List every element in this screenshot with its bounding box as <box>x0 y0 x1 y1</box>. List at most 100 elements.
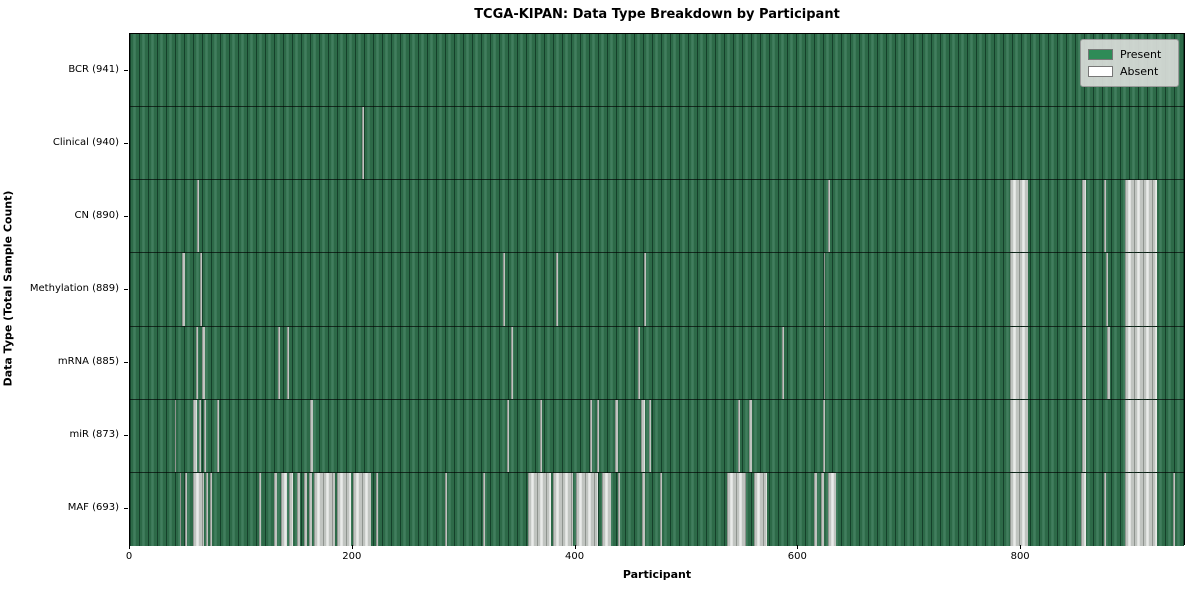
absent-stripe <box>1082 180 1086 253</box>
absent-stripe <box>575 472 598 546</box>
absent-stripe <box>337 472 351 546</box>
absent-stripe <box>1106 326 1111 399</box>
absent-stripe <box>614 399 618 472</box>
absent-stripe <box>1010 472 1028 546</box>
absent-stripe <box>174 399 176 472</box>
absent-stripe <box>823 326 826 399</box>
ytick-label-mir: miR (873) <box>69 429 119 441</box>
absent-stripe <box>200 253 203 326</box>
legend-item-present: Present <box>1088 46 1170 63</box>
absent-stripe <box>828 472 837 546</box>
absent-stripe <box>361 107 364 180</box>
absent-stripe <box>510 326 514 399</box>
xtick-mark <box>1020 545 1022 549</box>
legend: Present Absent <box>1080 39 1179 87</box>
absent-stripe <box>617 472 621 546</box>
ytick-mark <box>124 215 128 217</box>
absent-stripe <box>313 472 335 546</box>
row-clinical <box>130 107 1184 181</box>
xtick-label-600: 600 <box>787 551 807 562</box>
absent-stripe <box>1010 253 1028 326</box>
absent-stripe <box>1124 180 1158 253</box>
absent-stripe <box>483 472 486 546</box>
absent-stripe <box>660 472 663 546</box>
absent-stripe <box>1124 472 1158 546</box>
absent-stripe <box>539 399 543 472</box>
absent-stripe <box>199 399 202 472</box>
absent-stripe <box>1103 180 1106 253</box>
xtick-mark <box>797 545 799 549</box>
absent-stripe <box>813 472 818 546</box>
absent-stripe <box>781 326 784 399</box>
ytick-mark <box>124 508 128 510</box>
xtick-label-400: 400 <box>565 551 585 562</box>
ytick-label-mrna: mRNA (885) <box>57 356 119 368</box>
absent-stripe <box>182 253 185 326</box>
absent-swatch-icon <box>1088 66 1113 77</box>
absent-stripe <box>602 472 612 546</box>
xtick-label-0: 0 <box>125 551 133 562</box>
ytick-mark <box>124 69 128 71</box>
absent-stripe <box>445 472 448 546</box>
x-axis-label: Participant <box>622 568 692 581</box>
absent-stripe <box>273 472 278 546</box>
absent-stripe <box>1124 253 1158 326</box>
absent-stripe <box>278 326 281 399</box>
ytick-label-maf: MAF (693) <box>67 502 119 514</box>
row-bcr <box>130 34 1184 108</box>
absent-stripe <box>753 472 768 546</box>
absent-stripe <box>193 472 204 546</box>
absent-stripe <box>1124 399 1158 472</box>
absent-stripe <box>527 472 552 546</box>
ytick-label-cn: CN (890) <box>74 209 119 221</box>
absent-stripe <box>596 399 599 472</box>
row-mir <box>130 399 1184 473</box>
absent-stripe <box>184 472 187 546</box>
absent-stripe <box>641 399 645 472</box>
absent-stripe <box>202 326 205 399</box>
row-methylation <box>130 253 1184 327</box>
row-maf <box>130 472 1184 546</box>
absent-stripe <box>216 399 220 472</box>
absent-stripe <box>506 399 509 472</box>
absent-stripe <box>503 253 506 326</box>
absent-stripe <box>642 472 645 546</box>
absent-stripe <box>196 180 200 253</box>
absent-stripe <box>376 472 379 546</box>
ytick-mark <box>124 362 128 364</box>
plot-area <box>129 33 1185 546</box>
ytick-label-clinical: Clinical (940) <box>52 136 119 148</box>
absent-stripe <box>1105 253 1109 326</box>
absent-stripe <box>555 253 558 326</box>
absent-stripe <box>310 399 313 472</box>
ytick-mark <box>124 289 128 290</box>
absent-stripe <box>309 472 312 546</box>
absent-stripe <box>281 472 288 546</box>
absent-stripe <box>1172 472 1175 546</box>
absent-stripe <box>637 326 641 399</box>
absent-stripe <box>352 472 371 546</box>
absent-stripe <box>180 472 182 546</box>
legend-label-absent: Absent <box>1120 65 1159 78</box>
absent-stripe <box>297 472 301 546</box>
absent-stripe <box>205 472 208 546</box>
present-swatch-icon <box>1088 49 1113 60</box>
legend-label-present: Present <box>1120 48 1162 61</box>
absent-stripe <box>1010 180 1028 253</box>
absent-stripe <box>303 472 308 546</box>
absent-stripe <box>823 253 826 326</box>
absent-stripe <box>828 180 830 253</box>
absent-stripe <box>1010 399 1028 472</box>
absent-stripe <box>1103 472 1106 546</box>
xtick-label-800: 800 <box>1010 551 1030 562</box>
absent-stripe <box>649 399 652 472</box>
absent-stripe <box>643 253 646 326</box>
absent-stripe <box>822 399 826 472</box>
absent-stripe <box>727 472 746 546</box>
legend-item-absent: Absent <box>1088 63 1170 80</box>
absent-stripe <box>738 399 741 472</box>
absent-stripe <box>1010 326 1028 399</box>
row-mrna <box>130 326 1184 400</box>
row-cn <box>130 180 1184 254</box>
